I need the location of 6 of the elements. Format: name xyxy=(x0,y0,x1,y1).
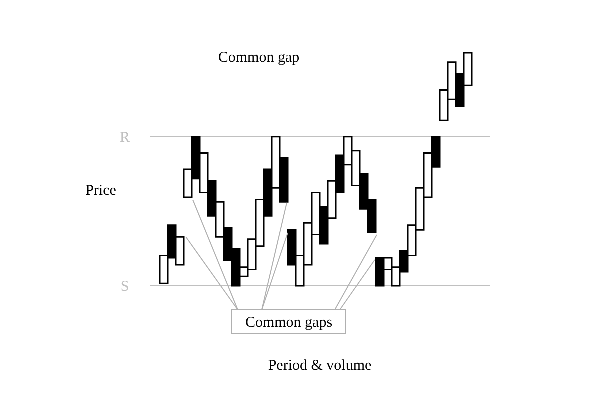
ref-line-label: R xyxy=(120,130,130,146)
text: Common gaps xyxy=(245,315,333,331)
x-axis-title: Period & volume xyxy=(268,358,372,374)
annotation: Common gap xyxy=(218,50,300,66)
ref-line-label: S xyxy=(120,279,130,295)
y-axis-title: Price xyxy=(86,183,117,199)
